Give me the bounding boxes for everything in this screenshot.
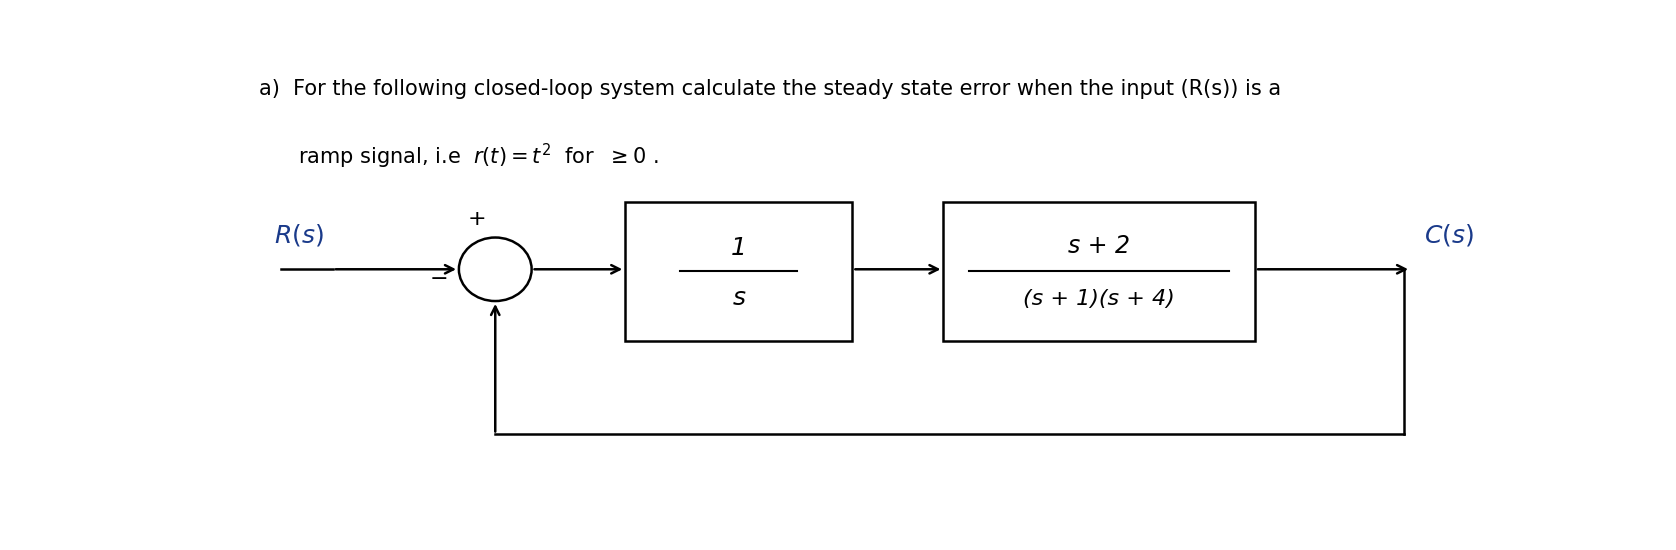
- Text: $R(s)$: $R(s)$: [275, 222, 323, 249]
- Text: ramp signal, i.e  $r(t) = t^2$  for  $\geq 0$ .: ramp signal, i.e $r(t) = t^2$ for $\geq …: [298, 142, 659, 172]
- Text: 1: 1: [731, 236, 747, 260]
- Text: s + 2: s + 2: [1068, 234, 1130, 258]
- Text: +: +: [468, 209, 486, 229]
- Text: a)  For the following closed-loop system calculate the steady state error when t: a) For the following closed-loop system …: [258, 79, 1280, 98]
- Text: s: s: [732, 285, 746, 310]
- Bar: [625, 201, 853, 341]
- Bar: [944, 201, 1255, 341]
- Text: $C(s)$: $C(s)$: [1425, 222, 1473, 249]
- Text: (s + 1)(s + 4): (s + 1)(s + 4): [1024, 289, 1175, 309]
- Text: −: −: [431, 269, 449, 289]
